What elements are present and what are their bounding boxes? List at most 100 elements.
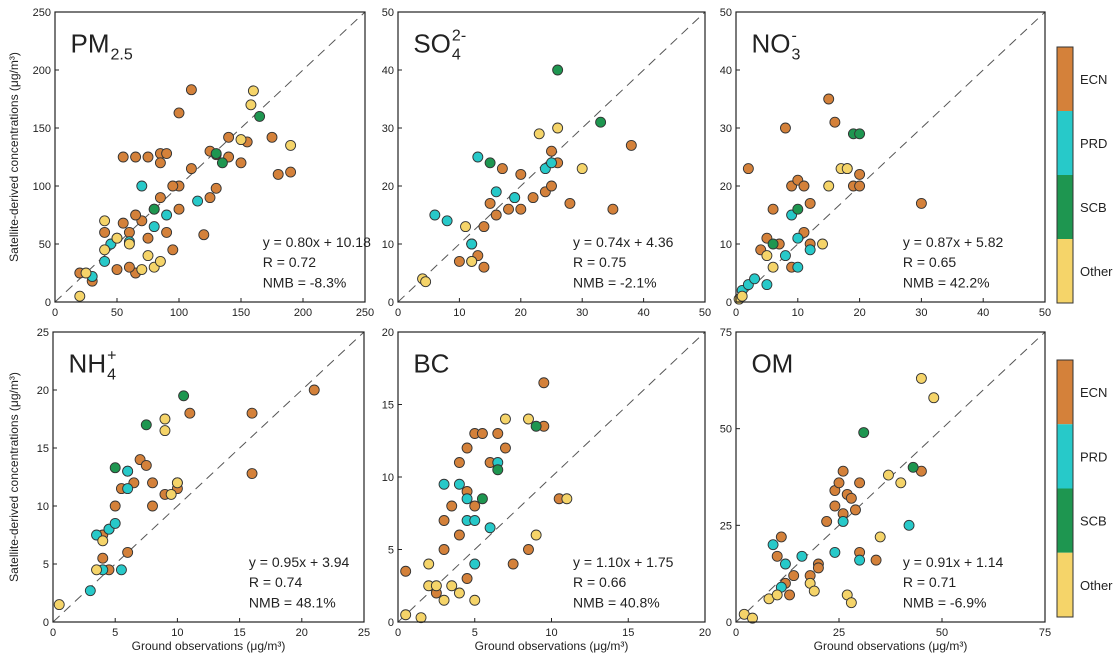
data-point: [903, 519, 915, 531]
legend-label: PRD: [1080, 449, 1107, 464]
data-point: [496, 163, 508, 175]
data-point: [515, 203, 527, 215]
y-tick-label: 0: [388, 297, 394, 309]
data-point: [775, 531, 787, 543]
x-tick-label: 0: [50, 627, 56, 639]
data-point: [173, 203, 185, 215]
data-point: [484, 157, 496, 169]
data-point: [823, 93, 835, 105]
y-tick-label: 0: [726, 297, 732, 309]
data-point: [546, 180, 557, 192]
data-point: [159, 425, 171, 437]
x-tick-label: 50: [111, 307, 123, 319]
data-point: [915, 197, 927, 209]
data-point: [154, 192, 166, 204]
data-point: [184, 407, 196, 419]
data-point: [895, 477, 907, 489]
data-point: [136, 180, 148, 192]
data-point: [147, 477, 158, 489]
x-axis-label: Ground observations (μg/m³): [475, 639, 629, 653]
data-point: [115, 564, 127, 576]
data-point: [446, 580, 458, 592]
stat-annotation: R = 0.72: [263, 254, 317, 270]
y-tick-label: 15: [382, 400, 394, 412]
legend-label: PRD: [1080, 136, 1107, 151]
data-point: [178, 390, 190, 402]
data-point: [185, 84, 197, 96]
data-point: [123, 226, 135, 238]
x-tick-label: 30: [915, 307, 927, 319]
panel-title: PM: [71, 29, 110, 59]
data-point: [761, 279, 773, 291]
y-tick-label: 5: [388, 545, 394, 557]
x-tick-label: 0: [52, 307, 58, 319]
y-tick-label: 50: [39, 239, 51, 251]
data-point: [122, 546, 134, 558]
data-point: [538, 377, 550, 389]
x-tick-label: 20: [515, 307, 527, 319]
x-tick-label: 40: [977, 307, 989, 319]
data-point: [552, 122, 564, 134]
data-point: [453, 255, 465, 267]
data-point: [595, 116, 607, 128]
one-to-one-line: [397, 11, 706, 303]
data-point: [845, 492, 857, 504]
data-point: [821, 516, 833, 527]
data-point: [466, 255, 478, 267]
x-tick-label: 10: [171, 627, 183, 639]
x-tick-label: 30: [576, 307, 588, 319]
data-point: [564, 197, 576, 209]
data-point: [771, 589, 783, 601]
plot-frame: [397, 11, 706, 303]
data-point: [154, 157, 166, 169]
data-point: [837, 516, 849, 527]
data-point: [747, 612, 758, 624]
y-tick-label: 25: [720, 520, 732, 532]
data-point: [837, 465, 849, 477]
y-tick-label: 100: [33, 181, 51, 193]
data-point: [509, 192, 521, 204]
legend-label: Other: [1080, 264, 1113, 279]
one-to-one-line: [397, 331, 706, 623]
y-tick-label: 250: [33, 7, 51, 19]
data-point: [74, 290, 86, 302]
y-tick-label: 0: [43, 617, 49, 629]
data-point: [792, 203, 804, 215]
legend-swatch: [1057, 552, 1073, 617]
data-point: [792, 232, 804, 244]
x-tick-label: 0: [395, 307, 401, 319]
y-tick-label: 10: [382, 472, 394, 484]
x-tick-label: 250: [356, 307, 374, 319]
data-point: [173, 107, 185, 119]
data-point: [808, 585, 820, 597]
y-tick-label: 10: [720, 239, 732, 251]
data-point: [472, 151, 484, 163]
data-point: [478, 261, 490, 273]
data-point: [453, 587, 465, 599]
y-tick-label: 20: [382, 181, 394, 193]
data-point: [438, 544, 450, 555]
data-point: [784, 589, 796, 601]
legend-swatch: [1057, 360, 1073, 425]
x-axis-label: Ground observations (μg/m³): [132, 639, 286, 653]
data-point: [123, 261, 135, 273]
y-tick-label: 30: [382, 123, 394, 135]
data-point: [111, 232, 123, 244]
data-point: [796, 550, 808, 562]
x-tick-label: 5: [112, 627, 118, 639]
data-point: [285, 166, 297, 178]
data-point: [792, 261, 804, 273]
data-point: [147, 500, 158, 512]
x-tick-label: 10: [792, 307, 804, 319]
data-point: [99, 215, 111, 227]
data-point: [804, 244, 816, 256]
stat-annotation: R = 0.74: [249, 574, 303, 590]
stat-annotation: y = 0.87x + 5.82: [903, 234, 1004, 250]
legend-swatch: [1057, 239, 1073, 303]
data-point: [533, 128, 545, 140]
data-point: [245, 99, 257, 111]
y-tick-label: 20: [720, 181, 732, 193]
data-point: [779, 250, 791, 262]
data-point: [490, 209, 502, 221]
